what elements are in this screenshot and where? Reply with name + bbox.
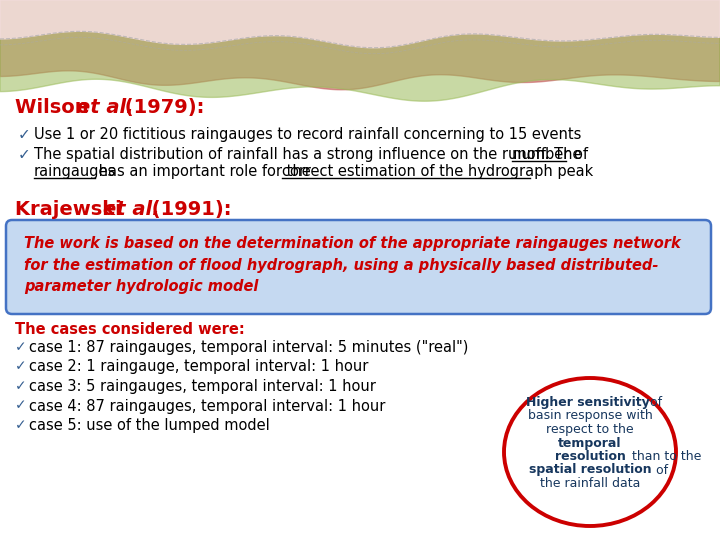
Text: ✓: ✓ [15, 379, 27, 393]
Text: respect to the: respect to the [546, 423, 634, 436]
Text: than to the: than to the [628, 450, 701, 463]
Ellipse shape [504, 378, 676, 526]
Text: case 5: use of the lumped model: case 5: use of the lumped model [29, 418, 270, 433]
Text: raingauges: raingauges [34, 164, 116, 179]
Text: has an important role for the: has an important role for the [94, 164, 316, 179]
Text: Krajewski: Krajewski [15, 200, 128, 219]
Text: The cases considered were:: The cases considered were: [15, 322, 245, 337]
Text: number of: number of [512, 147, 588, 162]
Text: et al.: et al. [103, 200, 160, 219]
Text: Higher sensitivity: Higher sensitivity [526, 396, 650, 409]
Text: correct estimation of the hydrograph peak: correct estimation of the hydrograph pea… [282, 164, 593, 179]
Text: case 3: 5 raingauges, temporal interval: 1 hour: case 3: 5 raingauges, temporal interval:… [29, 379, 376, 394]
Text: case 4: 87 raingauges, temporal interval: 1 hour: case 4: 87 raingauges, temporal interval… [29, 399, 385, 414]
Text: ✓: ✓ [18, 127, 31, 142]
Text: resolution: resolution [554, 450, 626, 463]
Text: temporal: temporal [558, 436, 622, 449]
Text: case 1: 87 raingauges, temporal interval: 5 minutes ("real"): case 1: 87 raingauges, temporal interval… [29, 340, 469, 355]
Text: case 2: 1 raingauge, temporal interval: 1 hour: case 2: 1 raingauge, temporal interval: … [29, 360, 369, 375]
Text: Wilson: Wilson [15, 98, 95, 117]
Text: The work is based on the determination of the appropriate raingauges network
for: The work is based on the determination o… [24, 236, 680, 294]
Text: of: of [646, 396, 662, 409]
Text: spatial resolution: spatial resolution [528, 463, 652, 476]
Text: Use 1 or 20 fictitious raingauges to record rainfall concerning to 15 events: Use 1 or 20 fictitious raingauges to rec… [34, 127, 581, 142]
Text: The spatial distribution of rainfall has a strong influence on the runoff. The: The spatial distribution of rainfall has… [34, 147, 586, 162]
Text: ✓: ✓ [15, 360, 27, 374]
Text: ✓: ✓ [15, 340, 27, 354]
Text: of: of [652, 463, 668, 476]
Text: ✓: ✓ [15, 418, 27, 432]
Text: the rainfall data: the rainfall data [540, 477, 640, 490]
Text: basin response with: basin response with [528, 409, 652, 422]
Text: (1991):: (1991): [145, 200, 232, 219]
Text: ✓: ✓ [18, 147, 31, 162]
Text: et al.: et al. [77, 98, 133, 117]
Text: (1979):: (1979): [118, 98, 204, 117]
FancyBboxPatch shape [6, 220, 711, 314]
Text: ✓: ✓ [15, 399, 27, 413]
